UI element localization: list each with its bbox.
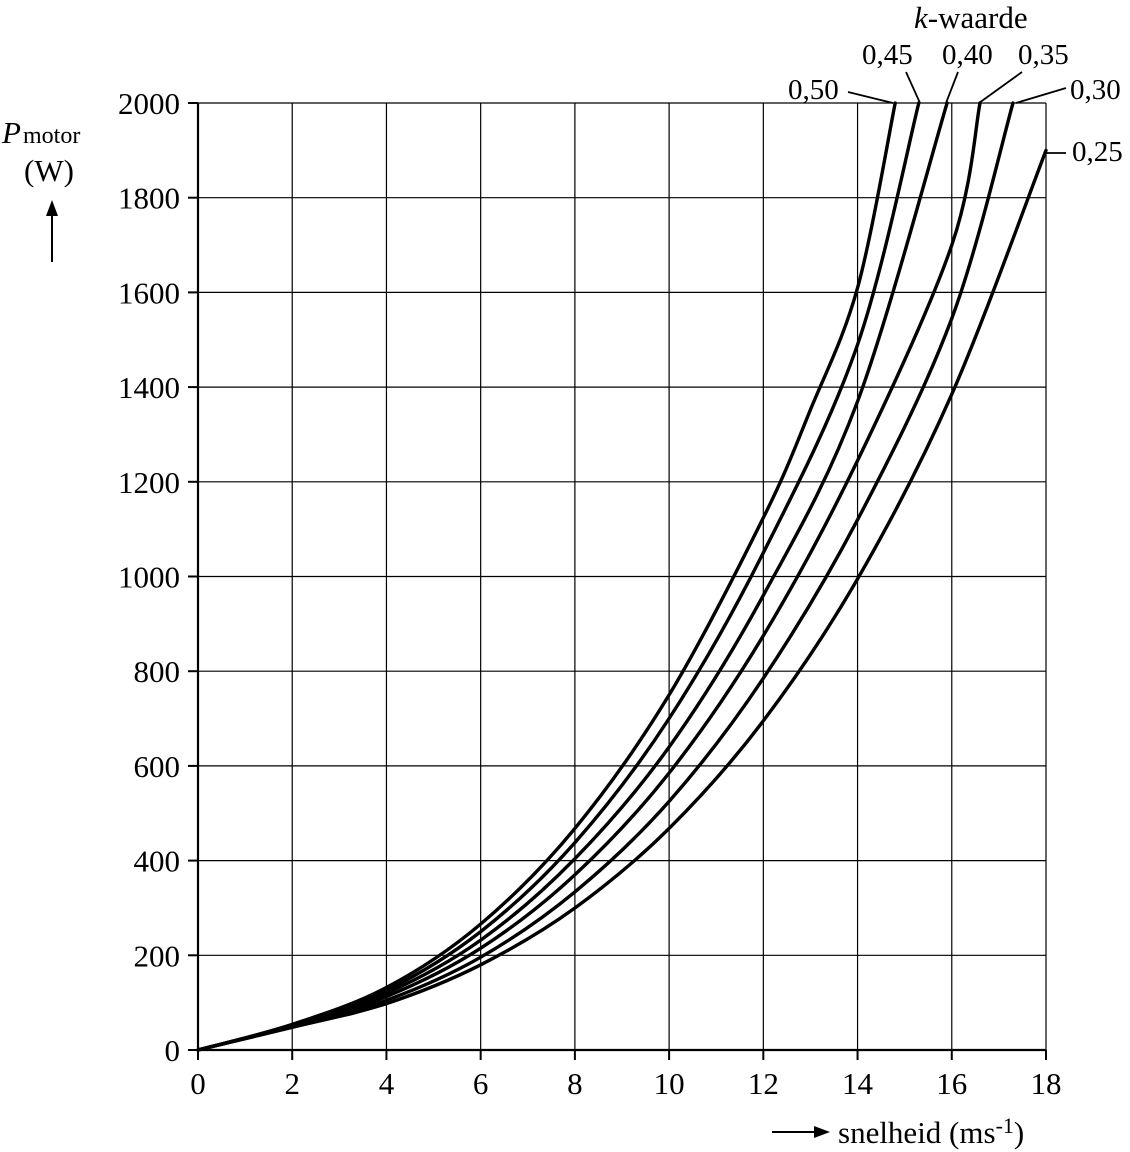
y-axis-symbol: P xyxy=(1,115,21,150)
x-axis-arrow-icon xyxy=(772,1126,830,1138)
x-tick-label: 0 xyxy=(190,1066,206,1101)
curve-label-leader xyxy=(978,71,1023,104)
x-tick-label: 14 xyxy=(842,1066,874,1101)
curve-label: 0,50 xyxy=(788,74,839,106)
y-tick-label: 0 xyxy=(165,1033,181,1068)
y-tick-label: 1600 xyxy=(118,275,180,310)
curve-k-0-35 xyxy=(196,101,982,1052)
curve-label: 0,30 xyxy=(1070,74,1121,106)
y-tick-label: 200 xyxy=(134,938,181,973)
y-axis-subscript: motor xyxy=(23,123,80,149)
y-tick-label: 600 xyxy=(134,749,181,784)
y-tick-label: 400 xyxy=(134,844,181,879)
legend-title-rest: -waarde xyxy=(928,0,1028,35)
x-axis-label-main: snelheid (ms xyxy=(838,1115,996,1150)
y-tick-label: 1000 xyxy=(118,560,180,595)
y-axis-arrow-icon xyxy=(46,200,58,262)
curve-k-0-30 xyxy=(196,101,1015,1052)
x-tick-label: 12 xyxy=(748,1066,779,1101)
curve-label-leader xyxy=(905,71,921,104)
y-tick-label: 1200 xyxy=(118,465,180,500)
x-tick-label: 10 xyxy=(654,1066,685,1101)
y-tick-label: 2000 xyxy=(118,86,180,121)
curve-k-0-50 xyxy=(196,101,897,1052)
x-tick-label: 2 xyxy=(284,1066,300,1101)
x-axis-label: snelheid (ms-1) xyxy=(838,1113,1024,1150)
curve-label: 0,40 xyxy=(942,39,993,71)
curve-label-leader xyxy=(945,71,959,104)
curve-label: 0,45 xyxy=(862,39,913,71)
curves xyxy=(196,101,1048,1052)
axes xyxy=(188,102,1047,1060)
curve-label-leader xyxy=(847,91,894,104)
x-tick-labels: 0 2 4 6 8 10 12 14 16 18 xyxy=(190,1066,1061,1101)
y-tick-label: 1800 xyxy=(118,181,180,216)
x-tick-label: 4 xyxy=(379,1066,395,1101)
grid xyxy=(197,102,1047,1051)
curve-label: 0,25 xyxy=(1072,136,1123,168)
y-tick-labels: 0 200 400 600 800 1000 1200 1400 1600 1800 2000 xyxy=(118,86,180,1068)
x-axis-label-close: ) xyxy=(1014,1115,1024,1150)
y-tick-label: 1400 xyxy=(118,370,180,405)
curve-label-leader xyxy=(1015,87,1067,104)
legend-title-italic: k xyxy=(914,0,929,35)
curve-k-0-40 xyxy=(196,101,949,1052)
x-tick-label: 6 xyxy=(473,1066,489,1101)
curve-label: 0,35 xyxy=(1018,39,1069,71)
curve-k-0-25 xyxy=(196,148,1048,1052)
x-tick-label: 18 xyxy=(1031,1066,1062,1101)
x-axis-label-exp: -1 xyxy=(996,1113,1014,1138)
y-tick-label: 800 xyxy=(134,654,181,689)
y-axis-unit: (W) xyxy=(24,153,74,188)
x-tick-label: 16 xyxy=(936,1066,967,1101)
legend-title: k-waarde xyxy=(914,0,1028,35)
x-tick-label: 8 xyxy=(567,1066,583,1101)
curve-labels: 0,50 0,45 0,40 0,350,30 0,25 xyxy=(788,39,1123,168)
